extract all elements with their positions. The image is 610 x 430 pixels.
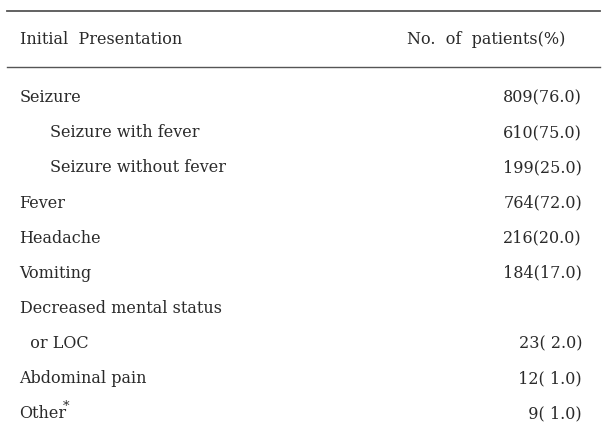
Text: No.  of  patients(%): No. of patients(%) (407, 31, 565, 48)
Text: 184(17.0): 184(17.0) (503, 264, 582, 281)
Text: 9( 1.0): 9( 1.0) (518, 404, 582, 421)
Text: Headache: Headache (20, 229, 101, 246)
Text: 23( 2.0): 23( 2.0) (514, 334, 582, 351)
Text: 610(75.0): 610(75.0) (503, 124, 582, 141)
Text: Other: Other (20, 404, 66, 421)
Text: Initial  Presentation: Initial Presentation (20, 31, 182, 48)
Text: Seizure: Seizure (20, 89, 81, 106)
Text: Seizure with fever: Seizure with fever (50, 124, 199, 141)
Text: 199(25.0): 199(25.0) (503, 159, 582, 176)
Text: *: * (63, 399, 70, 412)
Text: Seizure without fever: Seizure without fever (50, 159, 226, 176)
Text: Vomiting: Vomiting (20, 264, 91, 281)
Text: Fever: Fever (20, 194, 65, 211)
Text: 216(20.0): 216(20.0) (503, 229, 582, 246)
Text: 809(76.0): 809(76.0) (503, 89, 582, 106)
Text: 764(72.0): 764(72.0) (503, 194, 582, 211)
Text: or LOC: or LOC (20, 334, 88, 351)
Text: Abdominal pain: Abdominal pain (20, 369, 147, 386)
Text: 12( 1.0): 12( 1.0) (514, 369, 582, 386)
Text: Decreased mental status: Decreased mental status (20, 299, 221, 316)
